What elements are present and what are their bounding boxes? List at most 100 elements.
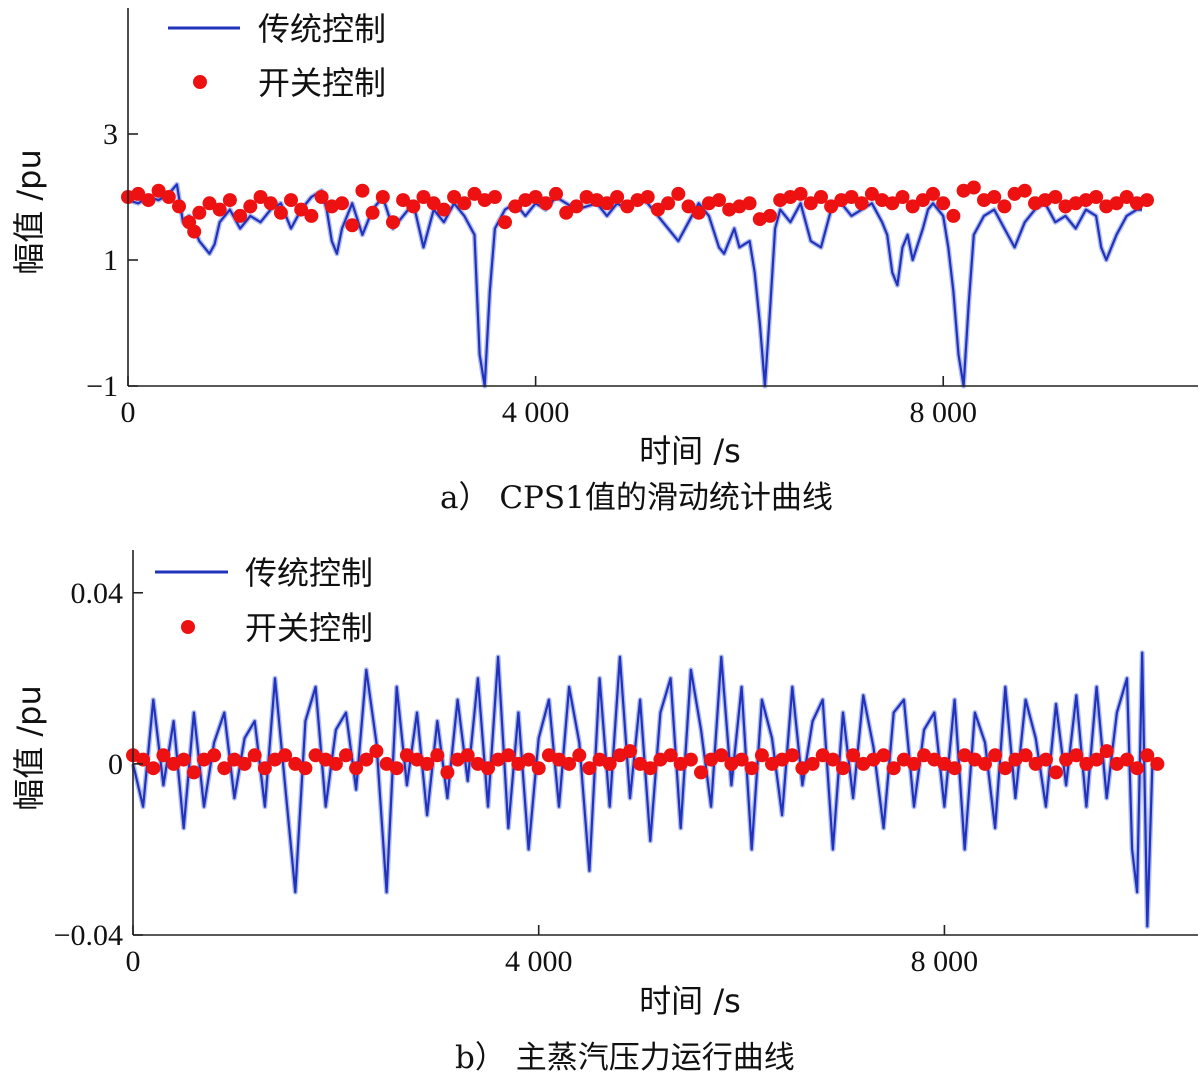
panel-a-cps1-chart: 0 4 000 8 000 −1 1 3 时间 /s 幅值 /pu 传统控制 开关控制 a… <box>10 8 1198 516</box>
panel-a-switch-point <box>172 199 186 214</box>
panel-a-switch-point <box>1017 183 1032 198</box>
panel-b-switch-point <box>247 748 262 763</box>
panel-b-switch-point <box>663 748 678 763</box>
panel-b-switch-point <box>176 752 191 767</box>
panel-a-switch-point <box>1089 190 1104 204</box>
panel-b-switch-point <box>1120 752 1134 767</box>
panel-a-switch-point <box>487 190 502 204</box>
panel-b-legend-label-switch: 开关控制 <box>245 609 373 647</box>
panel-a-switch-point <box>1140 193 1154 208</box>
panel-b-switch-point <box>298 761 313 776</box>
panel-a-switch-point <box>253 190 268 204</box>
panel-a-switch-point <box>447 190 462 204</box>
panel-a-switch-point <box>131 186 146 201</box>
panel-b-series-traditional-line <box>131 651 1154 928</box>
panel-b-switch-point <box>369 744 384 759</box>
panel-a-series-switch-markers <box>121 180 1154 239</box>
panel-b-switch-point <box>531 761 546 776</box>
panel-b-switch-point <box>886 761 901 776</box>
panel-a-switch-point <box>222 193 237 208</box>
panel-b-switch-point <box>481 761 495 776</box>
panel-a-switch-point <box>549 186 563 201</box>
panel-a-legend-label-traditional: 传统控制 <box>258 10 386 48</box>
panel-a-switch-point <box>416 190 431 204</box>
panel-a-switch-point <box>610 190 625 204</box>
panel-a-switch-point <box>905 199 920 214</box>
panel-b-switch-point <box>420 756 435 771</box>
panel-b-switch-point <box>988 748 1003 763</box>
panel-b-switch-point <box>846 748 861 763</box>
panel-a-switch-point <box>793 186 808 201</box>
panel-a-switch-point <box>763 208 777 223</box>
panel-b-switch-point <box>237 756 252 771</box>
panel-a-switch-point <box>926 186 940 201</box>
panel-a-switch-point <box>895 190 910 204</box>
panel-b-switch-point <box>1140 748 1155 763</box>
panel-b-xlabel: 时间 /s <box>639 982 741 1020</box>
panel-b-switch-point <box>876 748 891 763</box>
panel-a-switch-point <box>457 196 472 211</box>
panel-a-axes <box>127 8 1198 387</box>
panel-a-switch-point <box>987 190 1002 204</box>
panel-a-legend: 传统控制 开关控制 <box>168 10 386 102</box>
panel-b-switch-point <box>359 752 374 767</box>
panel-b-switch-point <box>683 752 698 767</box>
panel-a-switch-point <box>824 199 839 214</box>
panel-b-switch-point <box>501 748 516 763</box>
panel-b-switch-point <box>349 761 364 776</box>
panel-a-caption: a） CPS1值的滑动统计曲线 <box>440 480 833 516</box>
panel-a-switch-point <box>161 190 176 204</box>
panel-b-switch-point <box>217 761 232 776</box>
panel-b-switch-point <box>825 752 840 767</box>
panel-a-switch-point <box>294 202 309 217</box>
panel-b-x-tick-label: 8 000 <box>911 945 979 978</box>
panel-b-switch-point <box>562 756 577 771</box>
panel-a-switch-point <box>345 218 360 233</box>
panel-a-y-tick-label: 1 <box>103 244 118 277</box>
panel-a-switch-point <box>508 199 523 214</box>
panel-b-legend-marker-swatch <box>181 620 195 634</box>
panel-a-xlabel: 时间 /s <box>639 432 741 470</box>
panel-b-switch-point <box>947 761 962 776</box>
panel-b-legend: 传统控制 开关控制 <box>155 554 373 647</box>
panel-a-switch-point <box>691 205 706 220</box>
panel-a-switch-point <box>375 190 390 204</box>
panel-a-x-tick-label: 4 000 <box>502 396 570 429</box>
panel-b-switch-point <box>744 761 759 776</box>
panel-b-switch-point <box>1069 748 1084 763</box>
panel-a-y-tick-label: 3 <box>103 118 118 151</box>
panel-a-switch-point <box>335 196 349 211</box>
panel-b-switch-point <box>785 748 800 763</box>
panel-b-switch-point <box>186 765 201 780</box>
panel-a-switch-point <box>498 215 512 230</box>
panel-a-switch-point <box>304 208 319 223</box>
panel-b-x-tick-label: 4 000 <box>505 945 573 978</box>
panel-b-switch-point <box>207 748 222 763</box>
panel-a-switch-point <box>854 196 869 211</box>
panel-a-switch-point <box>365 205 380 220</box>
panel-a-switch-point <box>396 193 411 208</box>
panel-a-switch-point <box>538 196 553 211</box>
panel-b-switch-point <box>643 761 658 776</box>
panel-b-y-tick-label: 0.04 <box>71 577 124 610</box>
panel-b-plot-marks <box>126 650 1165 929</box>
panel-a-x-tick-label: 8 000 <box>909 396 977 429</box>
panel-a-switch-point <box>273 205 288 220</box>
panel-b-switch-point <box>156 748 171 763</box>
panel-b-switch-point <box>1099 744 1114 759</box>
panel-b-switch-point <box>836 761 850 776</box>
panel-b-y-tick-label: 0 <box>108 748 123 781</box>
panel-b-switch-point <box>389 761 404 776</box>
panel-b-switch-point <box>602 756 617 771</box>
panel-b-x-tick-label: 0 <box>126 945 141 978</box>
panel-b-switch-point <box>339 748 353 763</box>
panel-b-switch-point <box>998 761 1013 776</box>
panel-a-switch-point <box>915 193 930 208</box>
panel-b-switch-point <box>1038 752 1053 767</box>
panel-b-series-switch-markers <box>126 744 1165 780</box>
panel-a-switch-point <box>406 199 421 214</box>
panel-a-y-tick-label: −1 <box>86 370 118 403</box>
panel-b-switch-point <box>805 756 820 771</box>
